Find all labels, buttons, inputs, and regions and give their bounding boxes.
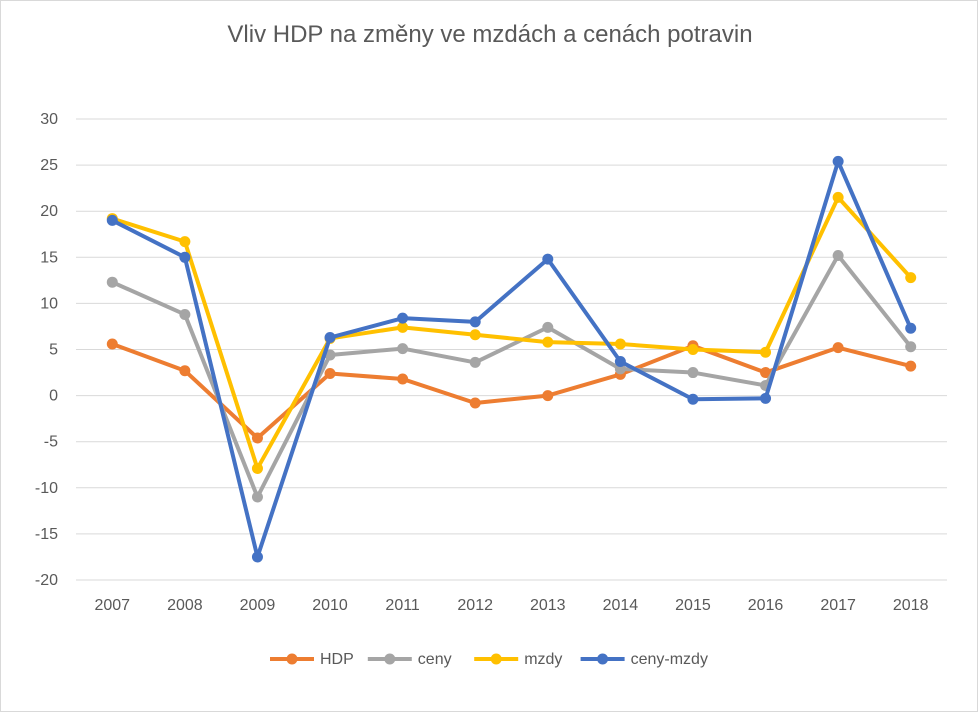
- series-ceny-mzdy: [106, 155, 917, 563]
- series-line: [110, 195, 913, 471]
- y-tick-label: 20: [40, 203, 58, 220]
- y-tick-label: 15: [40, 249, 58, 266]
- data-point: [251, 551, 263, 563]
- data-point: [905, 272, 917, 284]
- legend-item: mzdy: [474, 651, 562, 668]
- legend-swatch-marker: [490, 653, 502, 665]
- x-tick-label: 2014: [603, 597, 639, 614]
- data-point: [542, 253, 554, 265]
- data-point: [469, 397, 481, 409]
- data-point: [469, 316, 481, 328]
- data-point: [760, 346, 772, 358]
- data-point: [469, 356, 481, 368]
- x-tick-label: 2015: [675, 597, 711, 614]
- legend-label: HDP: [320, 651, 354, 668]
- data-point: [832, 155, 844, 167]
- legend-swatch-marker: [286, 653, 298, 665]
- y-tick-label: 10: [40, 295, 58, 312]
- series-mzdy: [106, 191, 917, 474]
- legend-item: ceny-mzdy: [580, 651, 708, 668]
- data-point: [106, 338, 118, 350]
- series-lines: [106, 155, 917, 563]
- data-point: [179, 236, 191, 248]
- legend-swatch-marker: [597, 653, 609, 665]
- chart-title: Vliv HDP na změny ve mzdách a cenách pot…: [227, 21, 753, 48]
- data-point: [687, 393, 699, 405]
- data-point: [397, 373, 409, 385]
- data-point: [687, 367, 699, 379]
- x-tick-label: 2008: [167, 597, 203, 614]
- y-tick-label: 0: [49, 388, 58, 405]
- x-tick-label: 2011: [385, 597, 420, 614]
- legend: HDP ceny mzdy ceny-mzdy: [270, 651, 708, 668]
- data-point: [324, 332, 336, 344]
- legend-item: HDP: [270, 651, 354, 668]
- data-point: [469, 329, 481, 341]
- data-point: [832, 249, 844, 261]
- data-point: [106, 276, 118, 288]
- data-point: [397, 321, 409, 333]
- y-tick-label: 5: [49, 342, 58, 359]
- x-tick-label: 2012: [457, 597, 493, 614]
- y-tick-label: -10: [35, 480, 58, 497]
- x-axis-tick-labels: 2007 2008 2009 2010 2011 2012 2013 2014 2015 2016…: [94, 597, 928, 614]
- data-point: [324, 349, 336, 361]
- legend-item: ceny: [367, 651, 452, 668]
- data-point: [905, 360, 917, 372]
- x-tick-label: 2009: [240, 597, 276, 614]
- data-point: [760, 392, 772, 404]
- data-point: [179, 365, 191, 377]
- data-point: [106, 214, 118, 226]
- data-point: [397, 312, 409, 324]
- data-point: [832, 342, 844, 354]
- data-point: [832, 191, 844, 203]
- x-tick-label: 2018: [893, 597, 929, 614]
- data-point: [542, 390, 554, 402]
- x-tick-label: 2016: [748, 597, 784, 614]
- data-point: [542, 321, 554, 333]
- data-point: [687, 344, 699, 355]
- data-point: [397, 343, 409, 355]
- data-point: [251, 462, 263, 474]
- x-tick-label: 2013: [530, 597, 566, 614]
- legend-label: ceny: [418, 651, 452, 668]
- data-point: [251, 432, 263, 444]
- y-axis-tick-labels: -20 -15 -10 -5 0 5 10 15 20 25 30: [35, 111, 58, 589]
- gridlines: [76, 118, 947, 581]
- series-line: [110, 159, 913, 559]
- x-tick-label: 2010: [312, 597, 348, 614]
- data-point: [614, 355, 626, 367]
- y-tick-label: 30: [40, 111, 58, 128]
- data-point: [324, 367, 336, 379]
- data-point: [251, 491, 263, 503]
- y-tick-label: -15: [35, 526, 58, 543]
- data-point: [179, 251, 191, 263]
- data-point: [905, 322, 917, 334]
- data-point: [760, 367, 772, 379]
- data-point: [542, 336, 554, 348]
- data-point: [905, 341, 917, 353]
- legend-swatch-marker: [384, 653, 396, 665]
- data-point: [614, 338, 626, 350]
- x-tick-label: 2017: [820, 597, 856, 614]
- y-tick-label: 25: [40, 157, 58, 174]
- y-tick-label: -20: [35, 572, 58, 589]
- y-tick-label: -5: [44, 434, 58, 451]
- legend-label: ceny-mzdy: [631, 651, 708, 668]
- data-point: [179, 308, 191, 320]
- x-tick-label: 2007: [94, 597, 130, 614]
- legend-label: mzdy: [524, 651, 562, 668]
